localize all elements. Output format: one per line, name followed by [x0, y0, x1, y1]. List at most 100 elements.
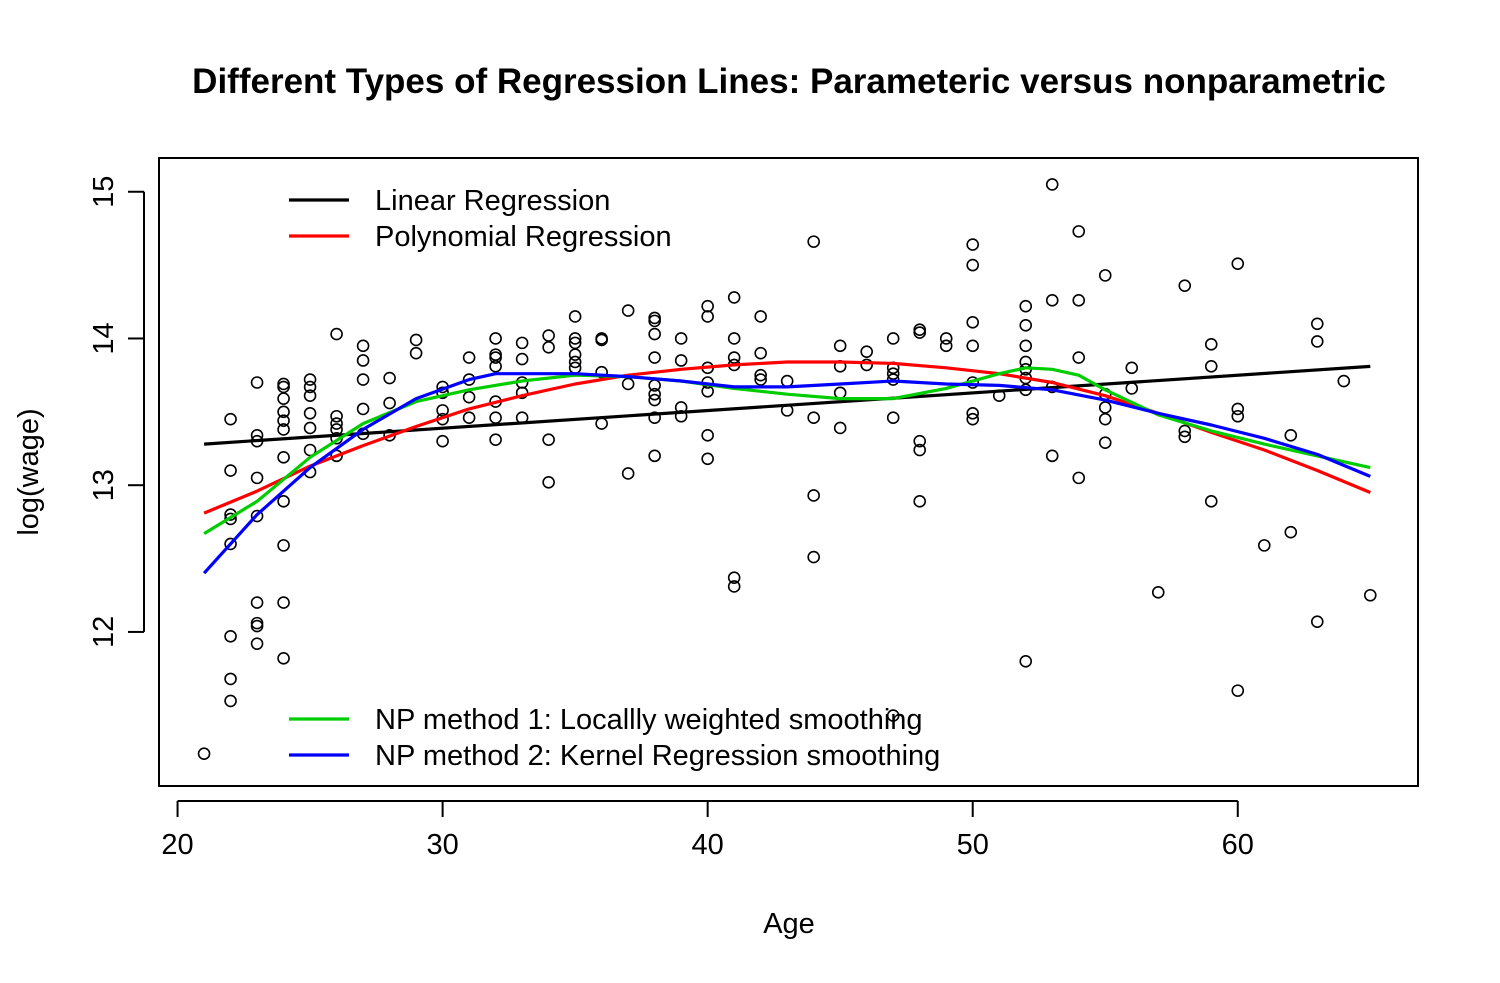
data-point: [303, 373, 317, 386]
data-point: [303, 421, 317, 435]
data-point: [913, 326, 927, 339]
data-point: [1257, 539, 1271, 552]
data-point: [409, 346, 423, 360]
data-point: [356, 373, 370, 386]
data-point: [780, 374, 794, 388]
data-point: [807, 411, 820, 425]
data-point: [648, 351, 661, 364]
data-point: [860, 345, 873, 358]
data-point: [356, 402, 370, 416]
data-point: [224, 694, 237, 708]
series-line-np-method-1-locallly-weighted-smoothing: [203, 366, 1371, 535]
data-point: [330, 417, 343, 430]
data-point: [1019, 318, 1033, 332]
data-point: [277, 495, 290, 508]
series-line-np-method-2-kernel-regression-smoothing: [202, 372, 1371, 575]
data-point: [250, 619, 264, 633]
data-point: [1204, 360, 1218, 373]
data-point: [1310, 335, 1324, 348]
data-point: [489, 332, 502, 345]
series-line-polynomial-regression: [203, 360, 1371, 515]
data-point: [648, 449, 661, 463]
legend-label: Linear Regression: [375, 185, 610, 217]
y-tick-label: 13: [88, 469, 120, 501]
legend-label: NP method 2: Kernel Regression smoothing: [375, 740, 940, 772]
data-point: [1204, 338, 1218, 351]
legend-label: NP method 1: Locallly weighted smoothing: [375, 704, 923, 736]
data-point: [1178, 279, 1192, 292]
regression-lines: [202, 360, 1371, 575]
data-point: [701, 310, 714, 323]
data-point: [754, 346, 767, 360]
data-point: [886, 332, 900, 345]
x-tick-label: 30: [426, 829, 458, 861]
data-point: [250, 509, 264, 523]
legend-top: Linear Regression Polynomial Regression: [289, 185, 672, 253]
data-point: [489, 433, 502, 447]
data-point: [1178, 424, 1192, 438]
data-point: [542, 329, 555, 342]
data-point: [939, 332, 953, 345]
y-axis: 12 13 14 15: [88, 176, 145, 648]
data-point: [595, 417, 608, 430]
data-point: [1098, 436, 1112, 449]
data-point: [833, 339, 847, 353]
data-point: [1125, 382, 1139, 395]
plot-frame: [158, 157, 1419, 787]
data-point: [966, 238, 980, 251]
data-point: [648, 411, 661, 425]
data-point: [1098, 401, 1112, 414]
data-point: [568, 332, 582, 345]
legend-bottom: NP method 1: Locallly weighted smoothing…: [289, 704, 940, 772]
data-point: [1072, 471, 1086, 485]
data-point: [383, 371, 396, 385]
data-point: [727, 351, 741, 364]
data-point: [409, 333, 423, 347]
data-point: [754, 373, 767, 386]
data-point: [277, 596, 290, 609]
data-point: [1125, 361, 1139, 375]
data-point: [303, 407, 317, 420]
data-point: [436, 404, 449, 417]
data-point: [1098, 412, 1112, 426]
data-point: [224, 630, 237, 643]
data-point: [966, 316, 980, 329]
data-point: [674, 354, 688, 367]
data-point: [1284, 429, 1298, 442]
data-point: [250, 376, 264, 389]
x-axis: 20 30 40 50 60: [161, 800, 1254, 861]
data-point: [356, 354, 370, 367]
data-point: [436, 434, 449, 448]
data-point: [966, 407, 980, 420]
data-point: [1363, 588, 1377, 602]
data-point: [303, 380, 317, 394]
data-point: [1284, 525, 1298, 539]
data-point: [648, 327, 661, 341]
data-point: [754, 310, 767, 323]
data-point: [1337, 374, 1351, 388]
y-tick-label: 12: [88, 616, 120, 648]
data-point: [515, 336, 529, 350]
data-point: [277, 405, 290, 419]
data-point: [701, 299, 714, 313]
data-point: [277, 451, 290, 464]
data-point: [224, 412, 237, 426]
data-point: [330, 409, 343, 423]
data-point: [886, 373, 900, 386]
data-point: [621, 304, 635, 317]
data-point: [1045, 178, 1059, 191]
x-tick-label: 60: [1222, 829, 1254, 861]
data-point: [515, 352, 529, 366]
y-tick-label: 15: [88, 176, 120, 208]
data-point: [727, 332, 741, 345]
data-point: [462, 390, 476, 404]
data-point: [462, 411, 476, 425]
data-point: [1072, 225, 1086, 238]
data-point: [462, 351, 476, 364]
data-point: [277, 392, 290, 405]
data-point: [489, 360, 502, 373]
data-point: [1045, 449, 1059, 463]
data-point: [356, 339, 370, 353]
data-point: [701, 429, 714, 442]
